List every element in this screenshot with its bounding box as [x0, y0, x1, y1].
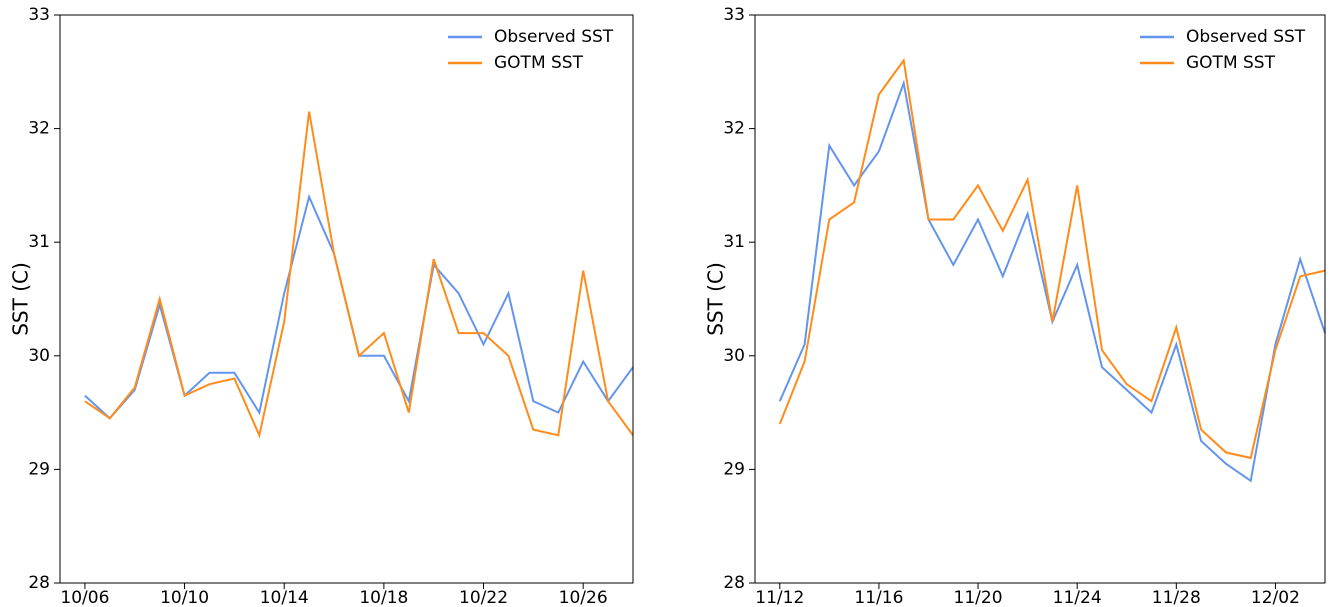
series-line [778, 57, 1326, 460]
x-tick-label: 11/28 [1152, 588, 1201, 607]
x-tick-label: 10/14 [260, 588, 309, 607]
plot-frame [59, 14, 634, 584]
y-axis-label: SST (C) [9, 262, 33, 336]
series-line [778, 79, 1326, 483]
x-tick-label: 11/12 [755, 588, 804, 607]
y-tick-label: 28 [723, 573, 745, 593]
legend-label: GOTM SST [494, 53, 584, 73]
legend-label: Observed SST [1186, 27, 1306, 47]
x-tick-label: 12/02 [1251, 588, 1300, 607]
y-tick-label: 31 [28, 232, 50, 252]
y-tick-label: 32 [28, 119, 50, 139]
x-tick-label: 11/20 [954, 588, 1003, 607]
x-tick-label: 10/26 [559, 588, 608, 607]
y-axis-label: SST (C) [704, 262, 728, 336]
legend-label: GOTM SST [1186, 53, 1276, 73]
x-tick-label: 11/24 [1053, 588, 1102, 607]
y-tick-label: 28 [28, 573, 50, 593]
y-tick-label: 31 [723, 232, 745, 252]
y-tick-label: 30 [723, 346, 745, 366]
series-line [84, 193, 634, 420]
x-tick-label: 10/18 [359, 588, 408, 607]
y-tick-label: 32 [723, 119, 745, 139]
x-tick-label: 10/22 [459, 588, 508, 607]
legend-label: Observed SST [494, 27, 614, 47]
series-line [84, 111, 634, 439]
y-tick-label: 33 [723, 5, 745, 25]
x-tick-label: 10/06 [60, 588, 109, 607]
plot-frame [754, 14, 1326, 584]
x-tick-label: 11/16 [854, 588, 903, 607]
y-tick-label: 33 [28, 5, 50, 25]
y-tick-label: 29 [723, 459, 745, 479]
y-tick-label: 30 [28, 346, 50, 366]
y-tick-label: 29 [28, 459, 50, 479]
x-tick-label: 10/10 [160, 588, 209, 607]
